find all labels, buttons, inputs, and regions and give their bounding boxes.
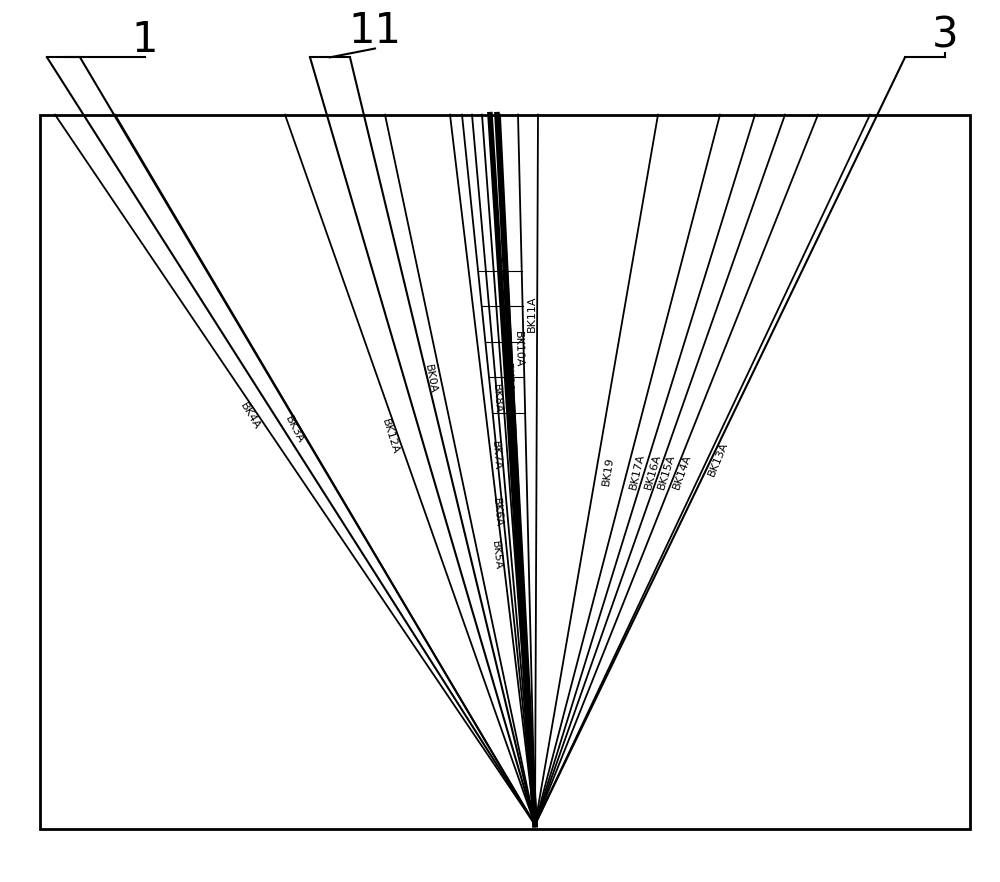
Text: BK12A: BK12A (380, 417, 400, 455)
Text: BK8A: BK8A (491, 384, 503, 415)
Text: 11: 11 (349, 10, 402, 52)
Text: BK0A: BK0A (423, 363, 438, 394)
Text: BK16A: BK16A (643, 452, 662, 490)
Text: BK14A: BK14A (671, 452, 693, 490)
Text: 1: 1 (132, 19, 158, 61)
Text: BK6A: BK6A (491, 497, 503, 528)
Text: BK17A: BK17A (628, 452, 646, 490)
Bar (40, 115, 970, 829)
Text: BK19: BK19 (601, 456, 615, 486)
Text: BK7A: BK7A (490, 441, 502, 471)
Text: BK3A: BK3A (283, 415, 306, 445)
Text: BK15A: BK15A (656, 452, 677, 490)
Text: BK5A: BK5A (490, 541, 503, 571)
Text: BK13A: BK13A (707, 440, 730, 478)
Text: BK10A: BK10A (513, 331, 524, 368)
Text: BK11A: BK11A (527, 295, 537, 332)
Text: 3: 3 (932, 14, 958, 56)
Text: BK9A: BK9A (502, 363, 514, 392)
Text: BK4A: BK4A (238, 401, 262, 432)
